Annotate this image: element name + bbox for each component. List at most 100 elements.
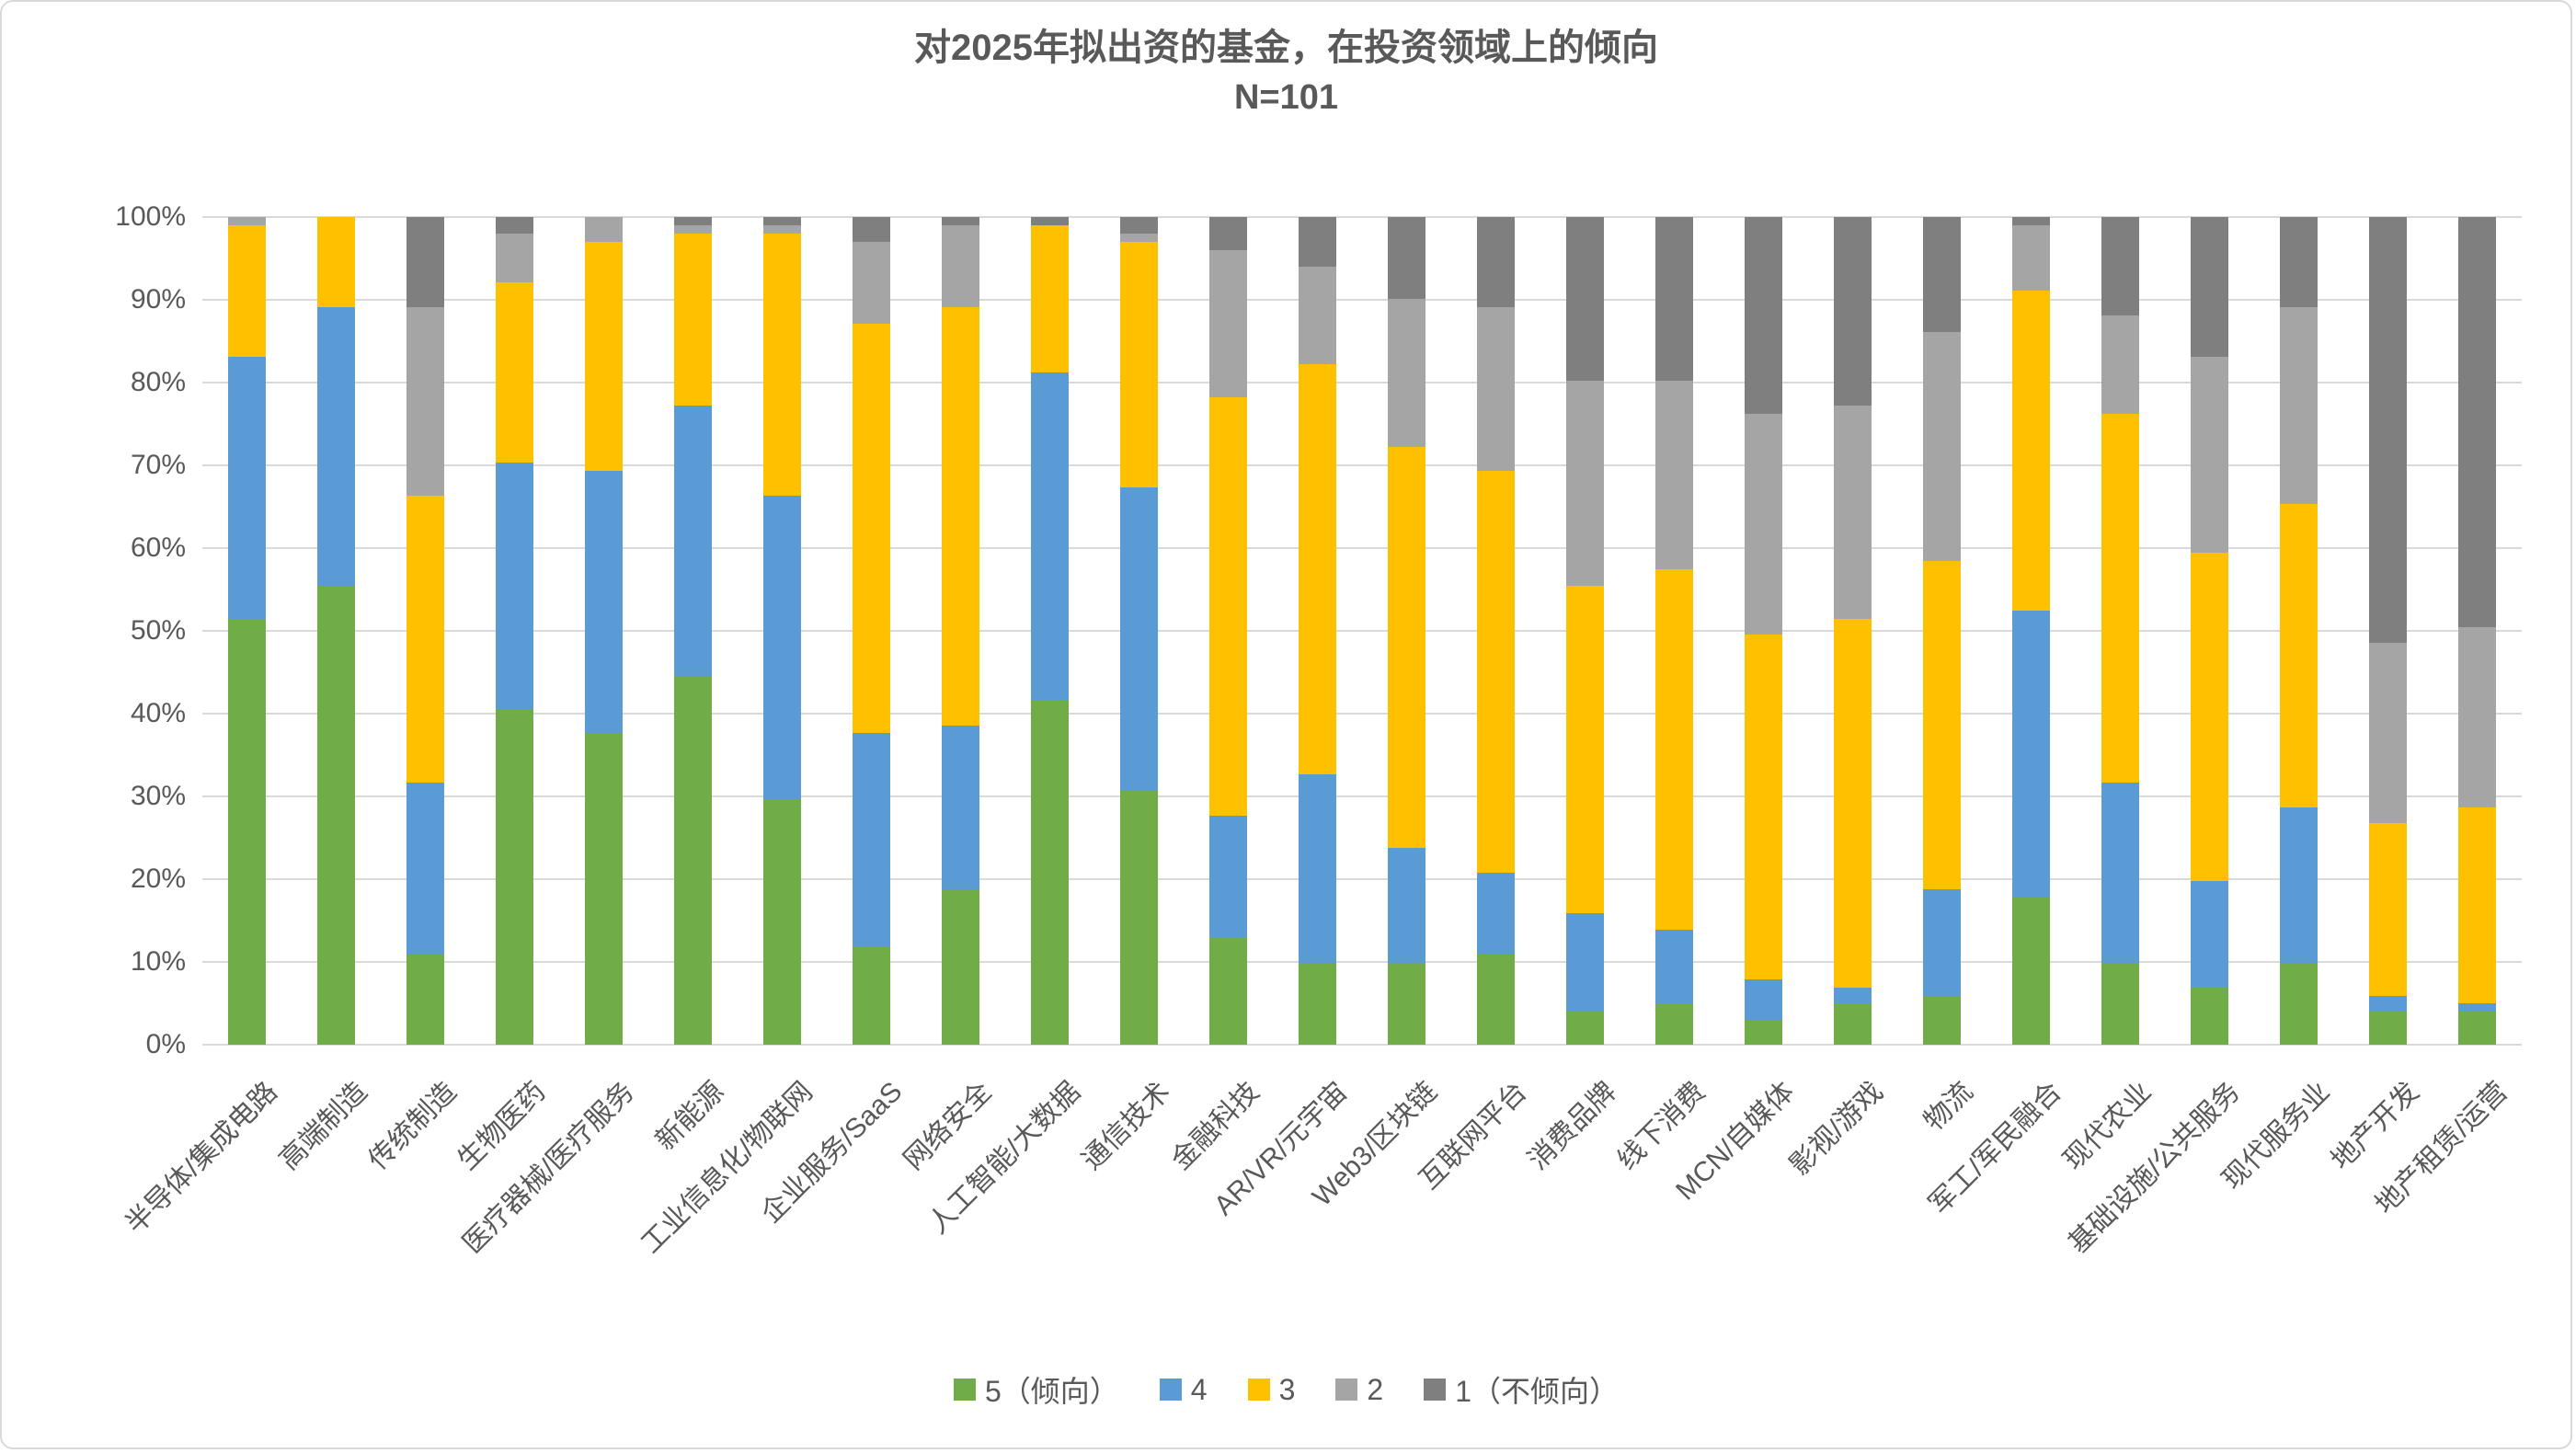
stacked-bar-5 bbox=[585, 217, 623, 1045]
bar-segment bbox=[2280, 307, 2318, 504]
bar-segment bbox=[1834, 618, 1872, 988]
bar-segment bbox=[585, 471, 623, 734]
y-axis-tick-label: 90% bbox=[130, 284, 186, 315]
bar-segment bbox=[317, 307, 355, 586]
legend-item: 5（倾向） bbox=[953, 1368, 1119, 1411]
bar-segment bbox=[1120, 790, 1158, 1045]
bar-segment bbox=[1923, 217, 1961, 332]
gridline bbox=[202, 630, 2522, 632]
stacked-bar-4 bbox=[496, 217, 533, 1045]
stacked-bar-18 bbox=[1745, 217, 1782, 1045]
legend-swatch-icon bbox=[1247, 1379, 1270, 1401]
stacked-bar-6 bbox=[674, 217, 712, 1045]
bar-segment bbox=[1388, 962, 1425, 1045]
x-axis-category-label: 高端制造 bbox=[273, 1076, 373, 1176]
bar-segment bbox=[2369, 217, 2407, 644]
bar-segment bbox=[2369, 643, 2407, 824]
chart-title: 对2025年拟出资的基金，在投资领域上的倾向 bbox=[914, 28, 1658, 68]
stacked-bar-12 bbox=[1209, 217, 1247, 1045]
legend-item: 1（不倾向） bbox=[1424, 1368, 1619, 1411]
bar-segment bbox=[1299, 217, 1336, 267]
bar-segment bbox=[2191, 553, 2228, 881]
bar-segment bbox=[1566, 381, 1604, 587]
bar-segment bbox=[1566, 217, 1604, 382]
bar-segment bbox=[1477, 954, 1515, 1045]
bar-segment bbox=[674, 676, 712, 1045]
bar-segment bbox=[585, 241, 623, 472]
bar-segment bbox=[2191, 217, 2228, 357]
gridline bbox=[202, 795, 2522, 797]
stacked-bar-10 bbox=[1031, 217, 1069, 1045]
bar-segment bbox=[942, 307, 979, 726]
bar-segment bbox=[853, 217, 890, 242]
stacked-bar-24 bbox=[2280, 217, 2318, 1045]
bar-segment bbox=[1834, 1003, 1872, 1045]
x-axis-category-label: 人工智能/大数据 bbox=[922, 1076, 1087, 1241]
bar-segment bbox=[1299, 266, 1336, 365]
bar-segment bbox=[1120, 241, 1158, 488]
bar-segment bbox=[317, 217, 355, 308]
bar-segment bbox=[1745, 217, 1782, 414]
legend-label: 3 bbox=[1278, 1372, 1296, 1406]
bar-segment bbox=[2012, 610, 2050, 898]
bar-segment bbox=[2280, 503, 2318, 807]
stacked-bar-22 bbox=[2101, 217, 2139, 1045]
stacked-bar-7 bbox=[763, 217, 801, 1045]
bar-segment bbox=[1209, 249, 1247, 398]
bar-segment bbox=[496, 708, 533, 1045]
y-axis-tick-label: 100% bbox=[115, 201, 186, 232]
bar-segment bbox=[2280, 807, 2318, 963]
legend-swatch-icon bbox=[953, 1379, 976, 1401]
y-axis-tick-label: 70% bbox=[130, 450, 186, 480]
bar-segment bbox=[1566, 586, 1604, 914]
bar-segment bbox=[2369, 1012, 2407, 1045]
bar-segment bbox=[1031, 372, 1069, 701]
gridline bbox=[202, 961, 2522, 963]
gridline bbox=[202, 216, 2522, 218]
bar-segment bbox=[1209, 815, 1247, 939]
bar-segment bbox=[853, 323, 890, 734]
bar-segment bbox=[763, 233, 801, 496]
stacked-bar-23 bbox=[2191, 217, 2228, 1045]
bar-segment bbox=[1388, 848, 1425, 963]
bar-segment bbox=[2012, 217, 2050, 225]
bar-segment bbox=[2280, 962, 2318, 1045]
bar-segment bbox=[2458, 1003, 2496, 1013]
gridline bbox=[202, 547, 2522, 549]
stacked-bar-19 bbox=[1834, 217, 1872, 1045]
y-axis-tick-label: 30% bbox=[130, 781, 186, 811]
bar-segment bbox=[853, 241, 890, 324]
stacked-bar-25 bbox=[2369, 217, 2407, 1045]
bar-segment bbox=[1745, 635, 1782, 979]
stacked-bar-11 bbox=[1120, 217, 1158, 1045]
stacked-bar-9 bbox=[942, 217, 979, 1045]
bar-segment bbox=[1031, 217, 1069, 225]
gridline bbox=[202, 1044, 2522, 1046]
bar-segment bbox=[1655, 930, 1693, 1004]
bar-segment bbox=[674, 405, 712, 677]
legend-label: 4 bbox=[1190, 1372, 1208, 1406]
bar-segment bbox=[763, 217, 801, 225]
bar-segment bbox=[1745, 1020, 1782, 1045]
bar-segment bbox=[406, 495, 444, 783]
bar-segment bbox=[1834, 405, 1872, 619]
bar-segment bbox=[2369, 995, 2407, 1013]
bar-segment bbox=[1477, 471, 1515, 873]
y-axis-tick-label: 10% bbox=[130, 946, 186, 977]
bar-segment bbox=[1655, 1003, 1693, 1045]
legend-swatch-icon bbox=[1159, 1379, 1182, 1401]
bar-segment bbox=[853, 946, 890, 1045]
title-block: 对2025年拟出资的基金，在投资领域上的倾向 N=101 bbox=[2, 24, 2570, 124]
bar-segment bbox=[1477, 872, 1515, 955]
gridline bbox=[202, 713, 2522, 715]
bar-segment bbox=[1566, 1012, 1604, 1045]
bar-segment bbox=[1834, 987, 1872, 1004]
plot-area bbox=[202, 216, 2522, 1046]
legend-item: 3 bbox=[1247, 1368, 1296, 1411]
y-axis-tick-label: 80% bbox=[130, 367, 186, 397]
bar-segment bbox=[1120, 217, 1158, 234]
bar-segment bbox=[1745, 978, 1782, 1021]
x-axis-category-label: 传统制造 bbox=[362, 1076, 463, 1176]
bar-segment bbox=[1477, 217, 1515, 308]
bar-segment bbox=[1388, 446, 1425, 849]
